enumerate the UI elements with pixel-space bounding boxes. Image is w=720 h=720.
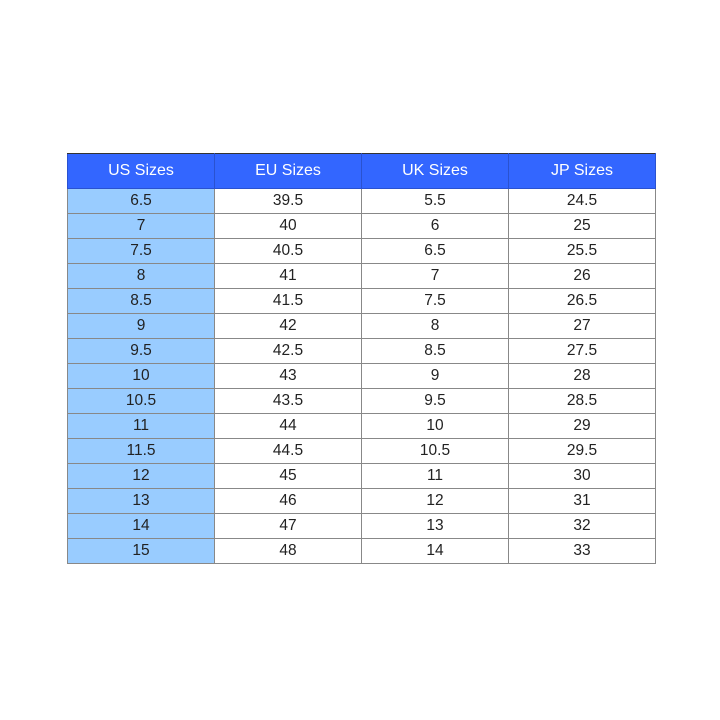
cell-jp-size: 25	[508, 213, 656, 239]
cell-us-size: 9	[67, 313, 215, 339]
cell-eu-size: 41.5	[214, 288, 362, 314]
column-header-eu: EU Sizes	[214, 153, 362, 189]
cell-eu-size: 48	[214, 538, 362, 564]
cell-eu-size: 40.5	[214, 238, 362, 264]
cell-jp-size: 26	[508, 263, 656, 289]
table-row: 6.5 39.5 5.5 24.5	[67, 188, 656, 214]
cell-us-size: 14	[67, 513, 215, 539]
cell-us-size: 10	[67, 363, 215, 389]
cell-eu-size: 41	[214, 263, 362, 289]
cell-eu-size: 47	[214, 513, 362, 539]
cell-us-size: 13	[67, 488, 215, 514]
cell-uk-size: 6.5	[361, 238, 509, 264]
table-row: 11.5 44.5 10.5 29.5	[67, 438, 656, 464]
cell-jp-size: 29	[508, 413, 656, 439]
cell-eu-size: 43	[214, 363, 362, 389]
table-row: 9 42 8 27	[67, 313, 656, 339]
cell-us-size: 8	[67, 263, 215, 289]
cell-uk-size: 13	[361, 513, 509, 539]
cell-eu-size: 42	[214, 313, 362, 339]
cell-eu-size: 44.5	[214, 438, 362, 464]
table-row: 11 44 10 29	[67, 413, 656, 439]
column-header-us: US Sizes	[67, 153, 215, 189]
cell-us-size: 11.5	[67, 438, 215, 464]
cell-us-size: 6.5	[67, 188, 215, 214]
table-row: 14 47 13 32	[67, 513, 656, 539]
table-row: 9.5 42.5 8.5 27.5	[67, 338, 656, 364]
cell-jp-size: 31	[508, 488, 656, 514]
cell-uk-size: 14	[361, 538, 509, 564]
cell-uk-size: 11	[361, 463, 509, 489]
cell-eu-size: 44	[214, 413, 362, 439]
cell-uk-size: 10	[361, 413, 509, 439]
table-row: 7 40 6 25	[67, 213, 656, 239]
cell-jp-size: 28.5	[508, 388, 656, 414]
cell-jp-size: 25.5	[508, 238, 656, 264]
cell-eu-size: 45	[214, 463, 362, 489]
cell-jp-size: 27	[508, 313, 656, 339]
table-row: 10.5 43.5 9.5 28.5	[67, 388, 656, 414]
cell-us-size: 8.5	[67, 288, 215, 314]
cell-eu-size: 46	[214, 488, 362, 514]
cell-uk-size: 12	[361, 488, 509, 514]
table-body: 6.5 39.5 5.5 24.5 7 40 6 25 7.5 40.5 6.5 25.5 8 41 7 26…	[67, 188, 656, 564]
cell-us-size: 12	[67, 463, 215, 489]
cell-us-size: 7	[67, 213, 215, 239]
cell-jp-size: 32	[508, 513, 656, 539]
column-header-uk: UK Sizes	[361, 153, 509, 189]
cell-eu-size: 40	[214, 213, 362, 239]
cell-us-size: 9.5	[67, 338, 215, 364]
cell-us-size: 10.5	[67, 388, 215, 414]
cell-us-size: 11	[67, 413, 215, 439]
cell-uk-size: 9	[361, 363, 509, 389]
cell-uk-size: 7	[361, 263, 509, 289]
cell-uk-size: 8.5	[361, 338, 509, 364]
table-row: 10 43 9 28	[67, 363, 656, 389]
table-row: 12 45 11 30	[67, 463, 656, 489]
cell-us-size: 15	[67, 538, 215, 564]
cell-uk-size: 8	[361, 313, 509, 339]
cell-eu-size: 42.5	[214, 338, 362, 364]
table-row: 8.5 41.5 7.5 26.5	[67, 288, 656, 314]
cell-eu-size: 43.5	[214, 388, 362, 414]
cell-jp-size: 28	[508, 363, 656, 389]
cell-uk-size: 10.5	[361, 438, 509, 464]
table-row: 13 46 12 31	[67, 488, 656, 514]
cell-uk-size: 5.5	[361, 188, 509, 214]
size-conversion-table: US Sizes EU Sizes UK Sizes JP Sizes 6.5 3…	[67, 153, 656, 564]
header-row: US Sizes EU Sizes UK Sizes JP Sizes	[67, 153, 656, 189]
cell-jp-size: 30	[508, 463, 656, 489]
cell-jp-size: 24.5	[508, 188, 656, 214]
table-row: 7.5 40.5 6.5 25.5	[67, 238, 656, 264]
column-header-jp: JP Sizes	[508, 153, 656, 189]
cell-jp-size: 26.5	[508, 288, 656, 314]
cell-jp-size: 33	[508, 538, 656, 564]
cell-eu-size: 39.5	[214, 188, 362, 214]
cell-uk-size: 9.5	[361, 388, 509, 414]
cell-us-size: 7.5	[67, 238, 215, 264]
cell-jp-size: 27.5	[508, 338, 656, 364]
table-row: 8 41 7 26	[67, 263, 656, 289]
cell-uk-size: 7.5	[361, 288, 509, 314]
cell-jp-size: 29.5	[508, 438, 656, 464]
cell-uk-size: 6	[361, 213, 509, 239]
table-row: 15 48 14 33	[67, 538, 656, 564]
